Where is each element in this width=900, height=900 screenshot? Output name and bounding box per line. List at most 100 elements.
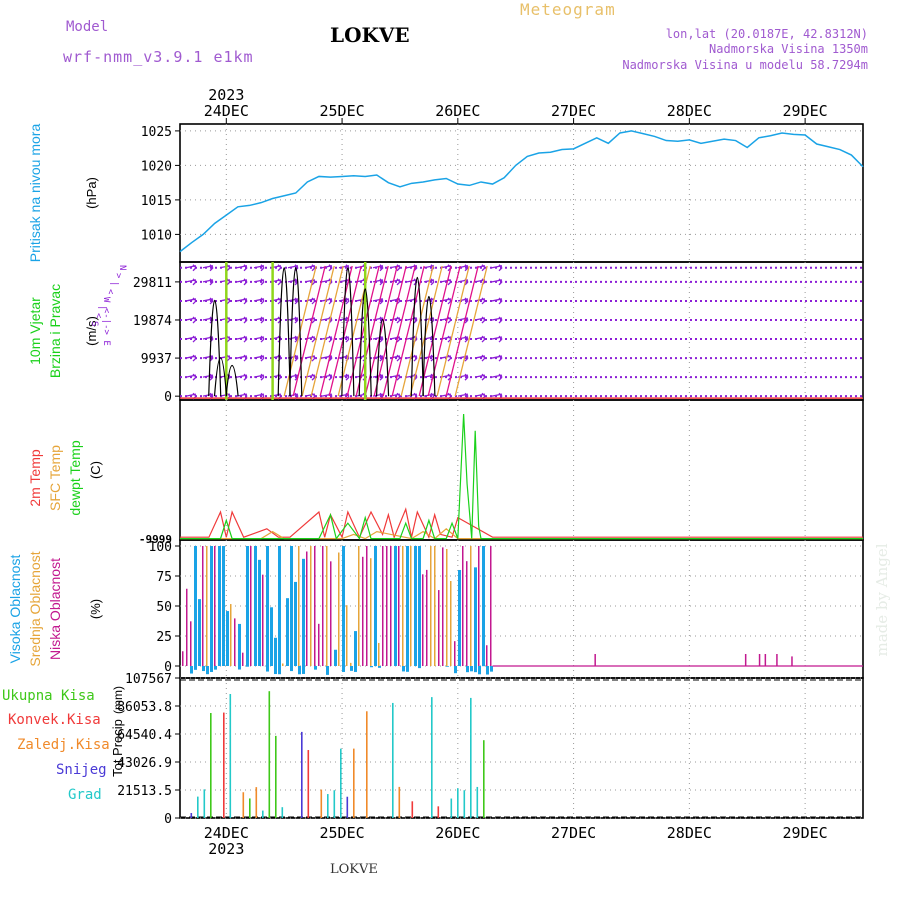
cloud-bar [330,561,332,666]
precip-legend-item: Ukupna Kisa [2,688,95,704]
precip-bar [457,788,459,818]
wind-barb [355,265,389,397]
cloud-bar [238,623,241,666]
wind-arrow [253,278,265,286]
wind-arrow [321,297,333,305]
cloud-bar-low [764,654,767,666]
cloud-bar [250,546,252,666]
precip-bar [229,693,232,818]
wind-arrow [389,354,401,362]
wind-arrow [406,316,418,324]
cloud-bar-neg [466,666,469,673]
wind-arrow [287,316,299,324]
cloud-bar-neg [214,666,217,670]
pressure-unit-label: (hPa) [84,177,99,209]
wind-axis-label-2: Brzina i Pravac [47,284,63,378]
cloud-tick-label: 50 [156,600,172,615]
cloud-bar-low [758,654,761,666]
cloud-bar [306,551,308,666]
wind-speed-spike [213,357,228,397]
precip-bar [203,789,206,818]
wind-speed-spike [375,319,390,397]
precip-bar [463,790,466,818]
wind-arrow [389,264,401,272]
wind-arrow [253,373,265,381]
wind-unit-label: (m/s) [84,316,99,346]
wind-arrow [372,264,384,272]
wind-barb [373,265,407,397]
footer-station-label: LOKVE [330,862,378,877]
cloud-bar [442,547,444,666]
wind-arrow [253,354,265,362]
cloud-bar-low [791,656,793,666]
temp-series-temp_sfc [180,528,863,540]
top-day-label: 29DEC [783,102,828,120]
cloud-bar-neg [378,666,381,668]
pressure-tick-label: 1015 [141,194,172,209]
cloud-bar-neg [402,666,405,672]
wind-arrow [202,278,214,286]
cloud-bar [342,546,345,666]
temp-series-temp_2m [180,507,863,540]
wind-barb [382,265,416,397]
bottom-day-label: 26DEC [435,824,480,842]
cloud-bar [354,631,357,666]
wind-speed-spike [208,300,222,397]
cloud-bar [214,546,216,666]
wind-tick-label: 29811 [133,276,172,291]
wind-barb [427,265,461,397]
wind-arrow [236,354,248,362]
wind-arrow [491,373,503,381]
wind-barb [319,265,353,397]
cloud-bar [402,546,404,666]
pressure-tick-label: 1020 [141,159,172,174]
wind-speed-spike [289,267,303,397]
panel-frame-precipitation [179,677,864,819]
cloud-bar [230,604,232,666]
cloud-bar [406,546,409,666]
precip-bar [301,731,303,818]
cloud-bar [466,561,468,666]
cloud-bar [454,641,456,666]
cloud-bar [234,618,236,666]
wind-arrow [474,373,486,381]
precip-bar [470,697,472,818]
cloud-bar [370,558,372,666]
cloud-bar [334,649,337,666]
temp-tick-label: -9999 [139,533,172,546]
precip-tick-label: 107567 [125,672,172,687]
cloud-bar [394,546,397,666]
cloud-bar [202,546,204,666]
wind-arrow [185,264,197,272]
cloud-bar [274,637,277,666]
cloud-bar [242,652,244,666]
precip-bar [242,792,245,818]
wind-arrow [474,354,486,362]
wind-compass-glyph: < [93,313,103,319]
wind-arrow [304,264,316,272]
wind-arrow [253,316,265,324]
cloud-bar [314,546,316,666]
wind-arrow [236,264,248,272]
cloud-tick-label: 25 [156,630,172,645]
cloud-bar-neg [302,666,305,674]
wind-compass-glyph: < [105,289,115,295]
cloud-bar [282,663,284,666]
station-title: LOKVE [330,23,410,47]
cloud-bar [206,546,208,666]
cloud-bar-neg [446,666,449,667]
cloud-bar [378,642,380,666]
wind-tick-label: 9937 [141,352,172,367]
precip-bar [262,810,264,818]
wind-barb [445,265,479,397]
wind-barb [400,265,434,397]
precip-legend-item: Zaledj.Kisa [17,737,110,753]
precip-bar [197,796,199,818]
bottom-day-label: 27DEC [551,824,596,842]
top-day-label: 28DEC [667,102,712,120]
cloud-bar [258,559,261,666]
wind-arrow [491,335,503,343]
precip-bar [411,801,414,818]
cloud-bar [318,623,320,666]
